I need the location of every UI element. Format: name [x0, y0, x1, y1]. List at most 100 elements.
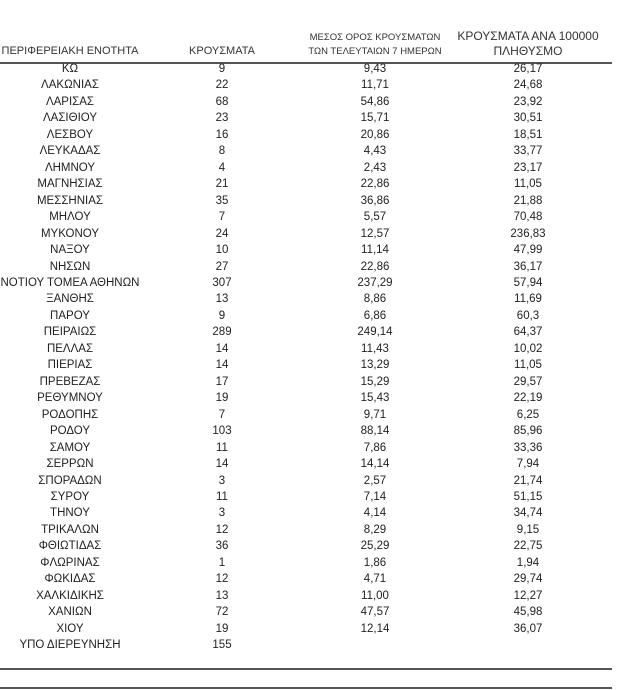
avg7-cell: 8,29: [363, 523, 387, 536]
per100k-cell: 22,75: [513, 540, 543, 553]
avg7-cell: 88,14: [360, 425, 390, 438]
region-cell: ΠΙΕΡΙΑΣ: [47, 359, 93, 372]
table-row: ΣΕΡΡΩΝ 14 14,14 7,94: [0, 458, 642, 474]
region-cell: ΦΘΙΩΤΙΔΑΣ: [38, 540, 102, 553]
per100k-cell: 10,02: [513, 342, 543, 355]
per100k-cell: 30,51: [513, 112, 543, 125]
cases-cell: 16: [215, 128, 229, 141]
avg7-cell: 22,86: [360, 178, 390, 191]
avg7-cell: 249,14: [357, 326, 393, 339]
region-cell: ΠΕΛΛΑΣ: [46, 342, 94, 355]
region-cell: ΣΥΡΟΥ: [50, 490, 90, 503]
header-cases: ΚΡΟΥΣΜΑΤΑ: [189, 45, 255, 57]
header-region: ΠΕΡΙΦΕΡΕΙΑΚΗ ΕΝΟΤΗΤΑ: [1, 45, 139, 57]
table-row: ΣΑΜΟΥ 11 7,86 33,36: [0, 442, 642, 458]
header-avg7-line1: ΜΕΣΟΣ ΟΡΟΣ ΚΡΟΥΣΜΑΤΩΝ: [309, 32, 441, 43]
cases-cell: 8: [218, 145, 226, 158]
table-row: ΦΩΚΙΔΑΣ 12 4,71 29,74: [0, 573, 642, 589]
table-row: ΝΑΞΟΥ 10 11,14 47,99: [0, 244, 642, 260]
per100k-cell: 236,83: [510, 227, 546, 240]
table-row: ΤΡΙΚΑΛΩΝ 12 8,29 9,15: [0, 524, 642, 540]
per100k-cell: 36,17: [513, 260, 543, 273]
region-cell: ΣΕΡΡΩΝ: [46, 458, 94, 471]
avg7-cell: 9,43: [363, 63, 387, 75]
table-row: ΛΗΜΝΟΥ 4 2,43 23,17: [0, 162, 642, 178]
avg7-cell: 15,29: [360, 375, 390, 388]
region-cell: ΤΡΙΚΑΛΩΝ: [41, 523, 99, 536]
cases-cell: 3: [218, 474, 226, 487]
header-divider: [0, 62, 612, 64]
cases-cell: 11: [216, 441, 228, 454]
cases-cell: 103: [212, 425, 232, 438]
cases-cell: 7: [218, 211, 226, 224]
per100k-cell: 22,19: [513, 392, 543, 405]
cases-cell: 7: [218, 408, 226, 421]
region-cell: ΝΑΞΟΥ: [50, 244, 90, 257]
region-cell: ΣΑΜΟΥ: [49, 441, 91, 454]
cases-cell: 10: [215, 244, 229, 257]
cases-cell: 36: [215, 540, 229, 553]
table-row: ΜΑΓΝΗΣΙΑΣ 21 22,86 11,05: [0, 178, 642, 194]
per100k-cell: 60,3: [516, 309, 540, 322]
table-row: ΜΥΚΟΝΟΥ 24 12,57 236,83: [0, 228, 642, 244]
table-row: ΞΑΝΘΗΣ 13 8,86 11,69: [0, 293, 642, 309]
per100k-cell: 85,96: [513, 425, 543, 438]
table-row: ΥΠΟ ΔΙΕΡΕΥΝΗΣΗ 155: [0, 639, 642, 655]
per100k-cell: 57,94: [513, 276, 543, 289]
header-per100k-line2: ΠΛΗΘΥΣΜΟ: [493, 43, 563, 58]
cases-cell: 22: [215, 79, 229, 92]
per100k-cell: 9,15: [516, 523, 540, 536]
table-row: ΛΕΣΒΟΥ 16 20,86 18,51: [0, 129, 642, 145]
region-cell: ΡΟΔΟΥ: [49, 425, 91, 438]
per100k-cell: 51,15: [513, 490, 543, 503]
region-cell: ΜΗΛΟΥ: [49, 211, 91, 224]
region-cell: ΦΩΚΙΔΑΣ: [44, 573, 96, 586]
header-per100k: ΚΡΟΥΣΜΑΤΑ ΑΝΑ 100000 ΠΛΗΘΥΣΜΟ: [448, 29, 608, 58]
table-row: ΠΑΡΟΥ 9 6,86 60,3: [0, 310, 642, 326]
table-row: ΡΕΘΥΜΝΟΥ 19 15,43 22,19: [0, 392, 642, 408]
avg7-cell: 1,86: [363, 556, 387, 569]
region-cell: ΡΕΘΥΜΝΟΥ: [37, 392, 103, 405]
cases-cell: 14: [215, 359, 229, 372]
cases-cell: 155: [212, 639, 232, 652]
cases-cell: 24: [215, 227, 229, 240]
table-row: ΧΙΟΥ 19 12,14 36,07: [0, 623, 642, 639]
table-row: ΠΡΕΒΕΖΑΣ 17 15,29 29,57: [0, 376, 642, 392]
cases-cell: 4: [218, 161, 226, 174]
per100k-cell: 21,74: [513, 474, 543, 487]
per100k-cell: 23,92: [513, 95, 543, 108]
footer-divider-top: [0, 668, 612, 670]
region-cell: ΧΑΝΙΩΝ: [48, 606, 92, 619]
per100k-cell: 26,17: [513, 63, 543, 75]
table-row: ΣΠΟΡΑΔΩΝ 3 2,57 21,74: [0, 475, 642, 491]
avg7-cell: 11,71: [361, 79, 389, 92]
cases-cell: 17: [215, 375, 229, 388]
region-cell: ΛΗΜΝΟΥ: [44, 161, 96, 174]
avg7-cell: 2,57: [363, 474, 387, 487]
cases-cell: 21: [215, 178, 229, 191]
avg7-cell: 13,29: [360, 359, 390, 372]
region-cell: ΠΡΕΒΕΖΑΣ: [39, 375, 101, 388]
region-cell: ΛΑΡΙΣΑΣ: [45, 95, 95, 108]
cases-cell: 11: [216, 490, 228, 503]
avg7-cell: 47,57: [360, 606, 390, 619]
cases-cell: 68: [215, 95, 229, 108]
avg7-cell: 36,86: [360, 194, 390, 207]
per100k-cell: 45,98: [513, 606, 543, 619]
per100k-cell: 21,88: [513, 194, 543, 207]
avg7-cell: 4,71: [363, 573, 387, 586]
table-row: ΡΟΔΟΠΗΣ 7 9,71 6,25: [0, 409, 642, 425]
region-cell: ΠΑΡΟΥ: [50, 309, 90, 322]
avg7-cell: 15,71: [360, 112, 390, 125]
per100k-cell: 18,51: [513, 128, 543, 141]
per100k-cell: 36,07: [513, 622, 543, 635]
region-cell: ΛΕΣΒΟΥ: [46, 128, 94, 141]
region-cell: ΤΗΝΟΥ: [50, 507, 90, 520]
per100k-cell: 47,99: [513, 244, 543, 257]
region-cell: ΧΑΛΚΙΔΙΚΗΣ: [36, 589, 104, 602]
avg7-cell: 25,29: [360, 540, 390, 553]
cases-cell: 1: [218, 556, 226, 569]
per100k-cell: 23,17: [513, 161, 543, 174]
cases-cell: 72: [215, 606, 229, 619]
table-row: ΠΙΕΡΙΑΣ 14 13,29 11,05: [0, 359, 642, 375]
